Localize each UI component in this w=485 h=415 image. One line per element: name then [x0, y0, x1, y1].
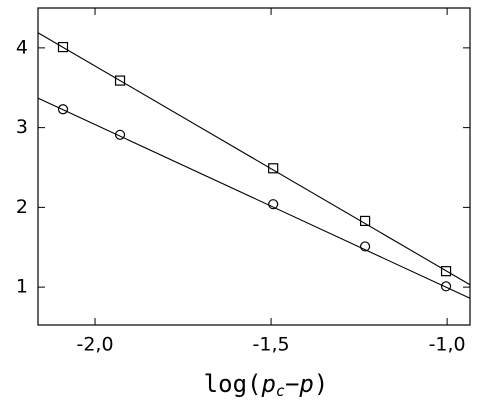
- x-axis-label: log(pc−p): [204, 370, 329, 400]
- y-tick-label: 2: [16, 196, 28, 218]
- x-tick-label: -1,5: [253, 334, 290, 356]
- fit-line: [37, 97, 471, 299]
- plot-frame: [37, 7, 471, 326]
- x-label-part: ): [314, 370, 328, 398]
- x-label-part: p: [298, 370, 313, 398]
- square-marker: [114, 75, 126, 86]
- square-marker: [268, 163, 279, 174]
- y-tick-label: 1: [16, 276, 28, 298]
- x-label-part: −: [285, 370, 299, 398]
- circle-marker: [114, 129, 126, 140]
- y-tick-label: 4: [16, 36, 28, 58]
- circle-marker: [268, 199, 279, 210]
- circle-marker: [440, 281, 452, 292]
- x-tick-label: -1,0: [429, 334, 466, 356]
- x-label-part: c: [276, 382, 285, 400]
- square-marker: [57, 41, 69, 53]
- square-marker: [440, 266, 452, 277]
- circle-marker: [359, 241, 371, 252]
- x-label-part: log(: [204, 370, 262, 398]
- x-label-part: p: [260, 370, 275, 398]
- fit-line: [37, 32, 471, 286]
- x-tick-label: -2,0: [76, 334, 113, 356]
- circle-marker: [57, 104, 69, 115]
- y-tick-label: 3: [16, 116, 28, 138]
